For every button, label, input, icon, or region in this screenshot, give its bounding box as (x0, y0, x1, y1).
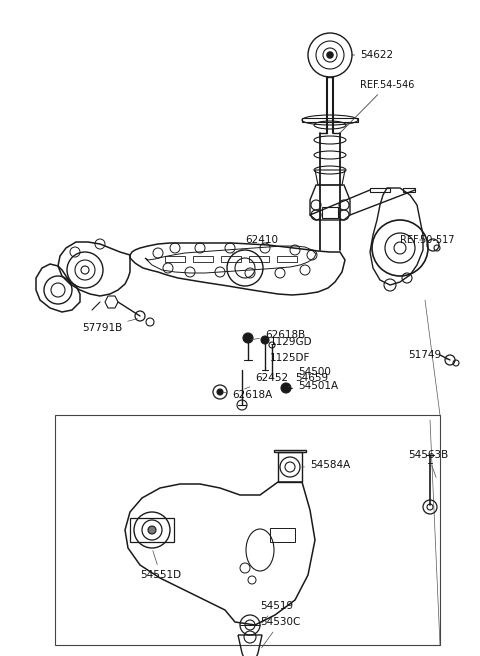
Text: 62452: 62452 (245, 373, 288, 389)
Text: 1125DF: 1125DF (270, 353, 311, 363)
Text: 54551D: 54551D (140, 550, 181, 580)
Circle shape (261, 336, 269, 344)
Text: 1129GD: 1129GD (270, 337, 312, 347)
Text: 62618A: 62618A (223, 390, 272, 400)
Circle shape (327, 52, 333, 58)
Text: 62618B: 62618B (251, 330, 305, 340)
Text: 54622: 54622 (352, 50, 393, 60)
Text: 54563B: 54563B (408, 450, 448, 478)
Text: 54500: 54500 (298, 367, 331, 377)
Text: 62410: 62410 (232, 235, 278, 254)
Text: REF.50-517: REF.50-517 (400, 235, 455, 245)
Text: 54530C: 54530C (260, 617, 300, 647)
Text: 57791B: 57791B (82, 319, 137, 333)
Text: 54519: 54519 (260, 601, 293, 623)
Circle shape (217, 389, 223, 395)
Text: REF.54-546: REF.54-546 (340, 80, 414, 133)
Text: 54584A: 54584A (302, 460, 350, 470)
Circle shape (148, 526, 156, 534)
Text: 51749: 51749 (408, 350, 447, 360)
Text: 54659: 54659 (288, 373, 328, 387)
Circle shape (281, 383, 291, 393)
Text: 54501A: 54501A (298, 381, 338, 391)
Circle shape (243, 333, 253, 343)
